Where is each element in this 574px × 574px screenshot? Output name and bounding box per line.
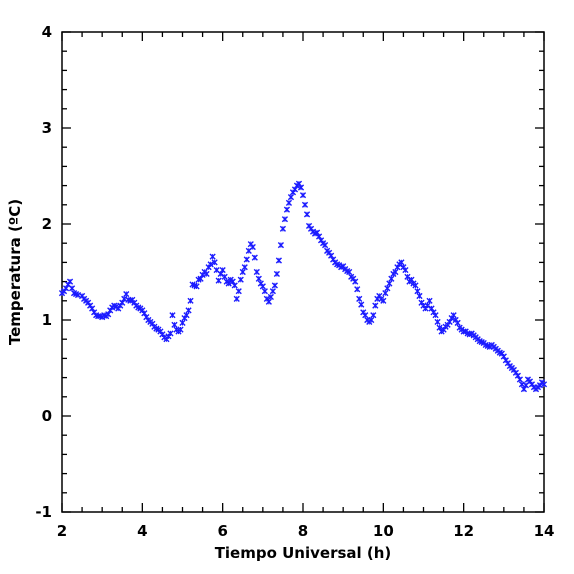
data-point xyxy=(275,257,282,264)
data-point xyxy=(249,243,256,251)
data-point xyxy=(251,254,258,261)
x-tick-label: 8 xyxy=(298,522,308,540)
data-point xyxy=(243,256,250,263)
data-point xyxy=(388,275,395,282)
data-point xyxy=(183,312,190,319)
data-point xyxy=(259,283,266,290)
x-tick-label: 6 xyxy=(217,522,227,540)
data-point xyxy=(281,216,289,223)
data-point xyxy=(209,253,216,260)
data-point xyxy=(301,201,309,208)
data-point xyxy=(416,292,423,300)
data-point xyxy=(255,275,262,282)
data-point xyxy=(265,298,272,305)
x-tick-label: 12 xyxy=(453,522,474,540)
data-point xyxy=(382,290,389,297)
data-point xyxy=(68,285,76,292)
data-point xyxy=(380,297,387,304)
data-point xyxy=(370,312,377,319)
data-point xyxy=(346,268,353,276)
data-point xyxy=(207,261,214,268)
data-point xyxy=(299,192,307,199)
data-point xyxy=(219,266,226,274)
data-point xyxy=(372,302,379,309)
y-axis-label: Temperatura (ºC) xyxy=(6,199,24,345)
x-axis-label: Tiempo Universal (h) xyxy=(215,544,392,562)
data-point xyxy=(235,288,242,295)
data-point xyxy=(169,312,176,319)
data-point xyxy=(392,268,399,276)
y-tick-label: -1 xyxy=(35,503,52,521)
data-point xyxy=(167,330,174,337)
data-point xyxy=(358,301,365,308)
data-point xyxy=(434,318,441,326)
data-point xyxy=(123,290,130,298)
data-point xyxy=(253,268,260,276)
data-point xyxy=(412,282,419,289)
data-point xyxy=(241,264,248,271)
data-point xyxy=(432,312,439,319)
data-point xyxy=(215,277,222,284)
plot-border xyxy=(61,31,545,513)
y-tick-label: 0 xyxy=(42,407,52,425)
data-point xyxy=(368,316,375,324)
data-point xyxy=(362,312,369,319)
data-points xyxy=(58,180,548,393)
y-tick-label: 1 xyxy=(42,311,52,329)
y-tick-label: 4 xyxy=(42,23,52,41)
data-point xyxy=(454,319,461,326)
data-point xyxy=(321,242,329,249)
data-point xyxy=(404,273,411,280)
data-point xyxy=(171,321,178,328)
plot-frame xyxy=(61,31,545,513)
data-point xyxy=(516,376,523,383)
axis-ticks xyxy=(61,31,545,513)
data-point xyxy=(285,199,293,206)
data-point xyxy=(540,381,548,388)
data-point xyxy=(193,283,200,290)
x-tick-label: 2 xyxy=(57,522,67,540)
data-point xyxy=(414,288,421,295)
data-point xyxy=(386,280,393,287)
data-point xyxy=(231,282,238,289)
data-point xyxy=(277,242,285,249)
data-point xyxy=(269,288,276,295)
data-point xyxy=(239,268,246,276)
data-point xyxy=(267,293,274,301)
data-point xyxy=(297,184,305,191)
y-tick-label: 2 xyxy=(42,215,52,233)
data-point xyxy=(398,259,405,266)
x-tick-label: 4 xyxy=(137,522,147,540)
data-point xyxy=(424,302,431,309)
x-tick-label: 14 xyxy=(534,522,555,540)
data-point xyxy=(279,225,287,232)
data-point xyxy=(352,278,359,285)
data-point xyxy=(354,286,361,293)
data-point xyxy=(233,295,240,302)
data-point xyxy=(221,273,228,280)
data-point xyxy=(179,319,186,326)
data-point xyxy=(177,326,184,333)
data-point xyxy=(211,259,218,266)
data-point xyxy=(273,270,280,278)
data-point xyxy=(237,276,244,283)
data-point xyxy=(287,194,295,201)
data-point xyxy=(450,312,457,319)
y-tick-label: 3 xyxy=(42,119,52,137)
data-point xyxy=(356,295,363,302)
data-point xyxy=(66,278,74,285)
data-point xyxy=(426,297,433,304)
data-point xyxy=(384,285,391,292)
data-point xyxy=(303,211,311,218)
data-point xyxy=(187,297,194,304)
data-point xyxy=(203,270,210,278)
data-point xyxy=(283,206,291,213)
data-point xyxy=(402,266,409,274)
data-point xyxy=(271,282,278,289)
x-tick-label: 10 xyxy=(373,522,394,540)
data-point xyxy=(185,307,192,314)
data-point xyxy=(261,288,268,295)
